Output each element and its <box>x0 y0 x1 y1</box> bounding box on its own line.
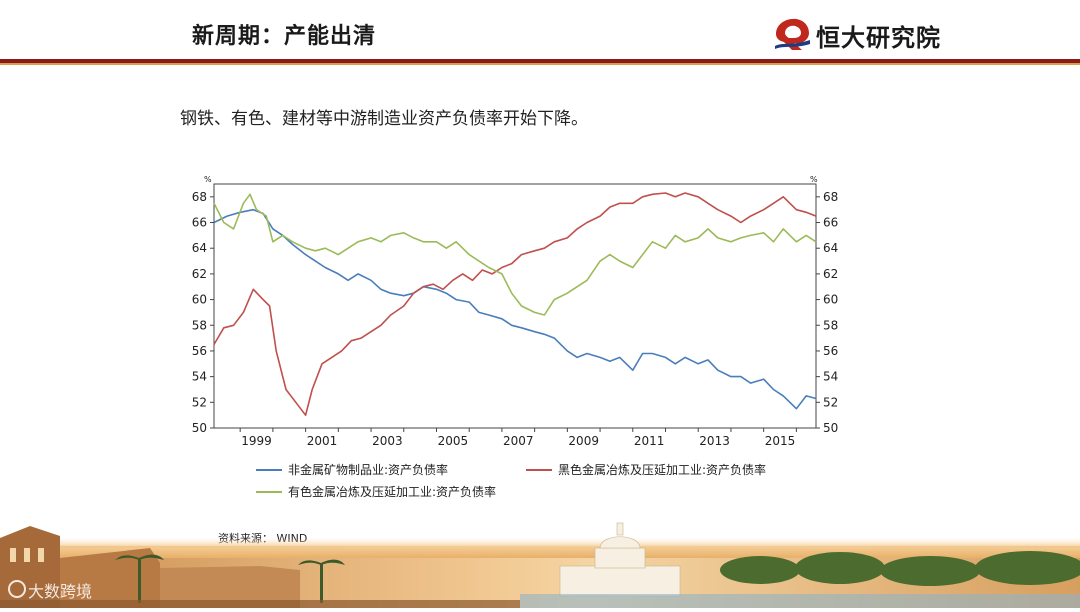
watermark-icon <box>8 580 26 598</box>
watermark-text: 大数跨境 <box>28 582 93 601</box>
series-line-1 <box>213 208 817 410</box>
slide-title: 新周期：产能出清 <box>192 24 377 49</box>
x-tick-label: 2003 <box>372 434 403 448</box>
y-tick-label-right: 64 <box>823 241 838 255</box>
y-tick-label-right: 60 <box>823 293 838 307</box>
scenery-image <box>0 522 1080 608</box>
series-line-3 <box>213 193 817 316</box>
y-tick-label-right: 66 <box>823 216 838 230</box>
x-tick-label: 2011 <box>634 434 665 448</box>
y-unit-left: % <box>204 175 212 184</box>
y-tick-label-left: 50 <box>192 421 207 435</box>
y-tick-label-right: 62 <box>823 267 838 281</box>
x-tick-label: 2005 <box>438 434 469 448</box>
y-tick-label-left: 54 <box>192 370 207 384</box>
line-chart: 50 50 52 52 54 54 56 56 58 58 60 60 62 62 64 64 66 66 68 68… <box>192 175 839 499</box>
x-tick-label: 2013 <box>699 434 730 448</box>
footer-scenery <box>0 508 1080 608</box>
y-tick-label-left: 56 <box>192 344 207 358</box>
y-tick-label-left: 62 <box>192 267 207 281</box>
y-tick-label-left: 60 <box>192 293 207 307</box>
y-tick-label-right: 58 <box>823 318 838 332</box>
x-tick-label: 2015 <box>765 434 796 448</box>
y-tick-label-right: 54 <box>823 370 838 384</box>
x-tick-label: 2001 <box>307 434 338 448</box>
series-line-2 <box>213 192 817 416</box>
header-rule <box>0 59 1080 63</box>
x-tick-label: 2007 <box>503 434 534 448</box>
header-rule-accent <box>0 63 1080 65</box>
y-tick-label-right: 52 <box>823 395 838 409</box>
x-tick-label: 2009 <box>568 434 599 448</box>
plot-frame <box>213 183 817 429</box>
brand-logo: 恒大研究院 <box>772 14 1052 54</box>
legend-label-1: 非金属矿物制品业:资产负债率 <box>288 462 448 477</box>
y-tick-label-left: 52 <box>192 395 207 409</box>
y-tick-label-right: 56 <box>823 344 838 358</box>
y-unit-right: % <box>810 175 818 184</box>
y-tick-label-left: 58 <box>192 318 207 332</box>
logo-text: 恒大研究院 <box>816 24 941 52</box>
y-tick-label-left: 66 <box>192 216 207 230</box>
slide-header: 新周期：产能出清 恒大研究院 <box>0 0 1080 65</box>
y-tick-label-left: 64 <box>192 241 207 255</box>
legend-label-3: 有色金属冶炼及压延加工业:资产负债率 <box>288 484 496 499</box>
x-tick-label: 1999 <box>241 434 272 448</box>
y-tick-label-right: 50 <box>823 421 838 435</box>
logo-mark-icon <box>775 18 810 50</box>
y-tick-label-right: 68 <box>823 190 838 204</box>
y-tick-label-left: 68 <box>192 190 207 204</box>
legend-label-2: 黑色金属冶炼及压延加工业:资产负债率 <box>558 462 766 477</box>
slide-subtitle: 钢铁、有色、建材等中游制造业资产负债率开始下降。 <box>180 109 588 129</box>
chart-container: 50 50 52 52 54 54 56 56 58 58 60 60 62 62 64 64 66 66 68 68… <box>176 170 856 520</box>
